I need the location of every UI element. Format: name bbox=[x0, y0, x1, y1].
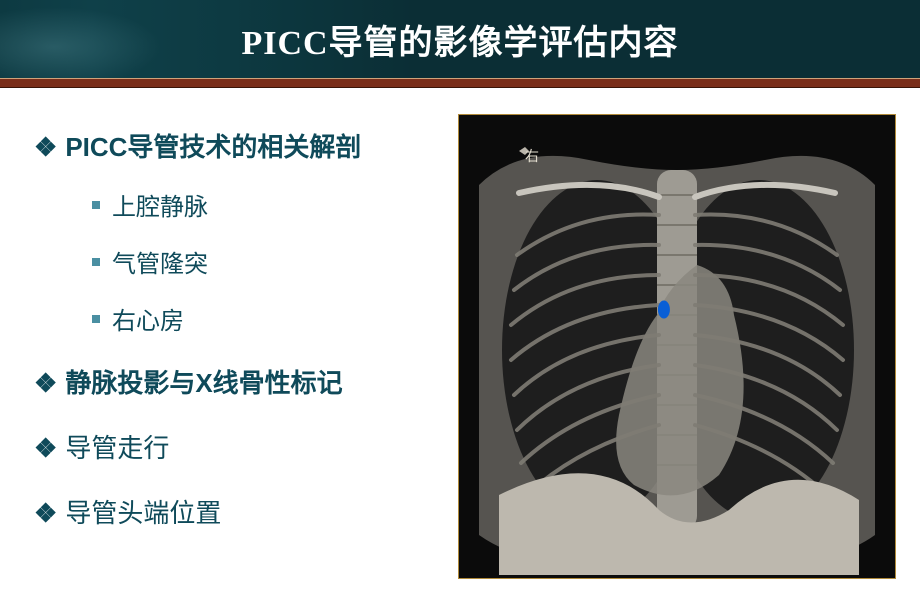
title-spacer bbox=[0, 88, 920, 100]
square-icon bbox=[92, 201, 100, 209]
bullet-sub-1: 上腔静脉 bbox=[34, 187, 434, 222]
diamond-icon: ❖ bbox=[34, 496, 57, 531]
content-area: ❖ PICC导管技术的相关解剖 上腔静脉 气管隆突 右心房 ❖ 静脉投影与X线骨… bbox=[0, 100, 920, 614]
text-column: ❖ PICC导管技术的相关解剖 上腔静脉 气管隆突 右心房 ❖ 静脉投影与X线骨… bbox=[34, 130, 434, 531]
square-icon bbox=[92, 258, 100, 266]
diamond-icon: ❖ bbox=[34, 431, 57, 466]
slide: PICC导管的影像学评估内容 ❖ PICC导管技术的相关解剖 上腔静脉 气管隆突… bbox=[0, 0, 920, 614]
bullet-main-3: ❖ 导管走行 bbox=[34, 431, 434, 466]
bullet-main-1: ❖ PICC导管技术的相关解剖 bbox=[34, 130, 434, 165]
annotation-dot bbox=[658, 301, 670, 319]
diamond-icon: ❖ bbox=[34, 366, 57, 401]
bullet-main-4: ❖ 导管头端位置 bbox=[34, 496, 434, 531]
bullet-main-2-label: 静脉投影与X线骨性标记 bbox=[65, 366, 342, 401]
title-underline bbox=[0, 78, 920, 88]
square-icon bbox=[92, 315, 100, 323]
bullet-main-2: ❖ 静脉投影与X线骨性标记 bbox=[34, 366, 434, 401]
bullet-main-4-label: 导管头端位置 bbox=[65, 496, 221, 531]
slide-title: PICC导管的影像学评估内容 bbox=[241, 15, 678, 64]
bullet-sub-2: 气管隆突 bbox=[34, 244, 434, 279]
bullet-main-3-label: 导管走行 bbox=[65, 431, 169, 466]
bullet-main-1-label: PICC导管技术的相关解剖 bbox=[65, 130, 361, 165]
xray-image: 右 bbox=[458, 114, 896, 579]
bullet-sub-2-label: 气管隆突 bbox=[112, 244, 208, 279]
diamond-icon: ❖ bbox=[34, 130, 57, 165]
bullet-sub-3-label: 右心房 bbox=[112, 301, 184, 336]
title-bar: PICC导管的影像学评估内容 bbox=[0, 0, 920, 78]
bullet-sub-3: 右心房 bbox=[34, 301, 434, 336]
chest-xray-svg: 右 bbox=[459, 115, 895, 578]
bullet-sub-1-label: 上腔静脉 bbox=[112, 187, 208, 222]
